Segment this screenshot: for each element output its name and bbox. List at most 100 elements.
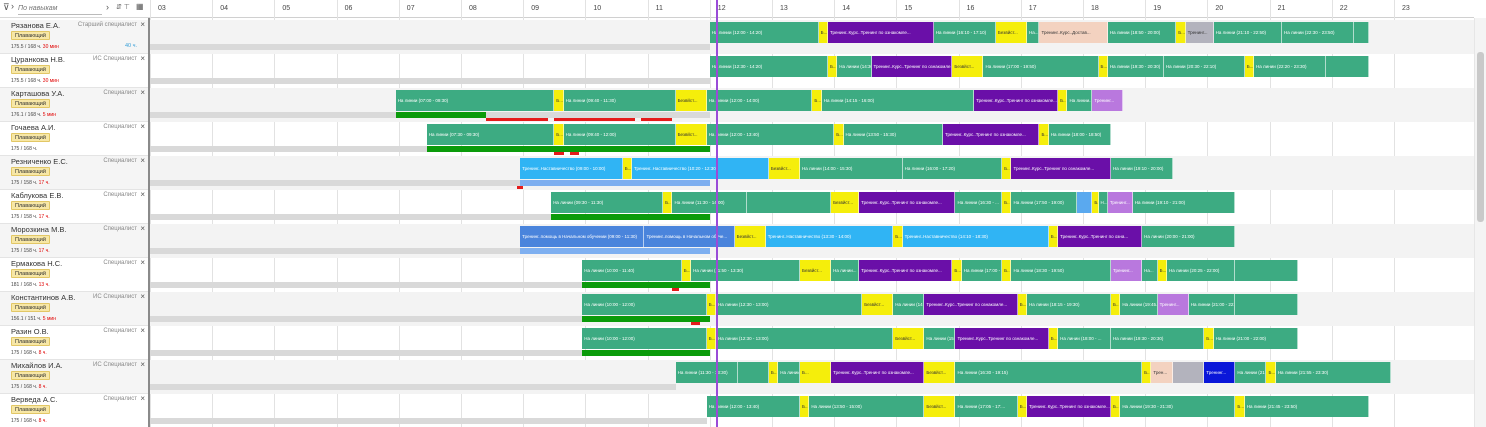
close-icon[interactable]: × [140,20,145,29]
schedule-block[interactable]: На линии (15:00 - ... [924,328,956,349]
employee-name[interactable]: Ермакова Н.С. [11,259,63,268]
schedule-block[interactable]: На линии (20:25 - 22:00) [1166,260,1236,281]
schedule-block[interactable]: Безвйст... [831,192,860,213]
sort-icon[interactable]: ⇵ ⊤ [116,4,130,11]
schedule-block[interactable]: На линии (19:30 - 21:30) [1120,396,1236,417]
schedule-block[interactable] [747,192,832,213]
scrollbar-thumb[interactable] [1477,52,1484,222]
employee-name[interactable]: Морозкина М.В. [11,225,67,234]
close-icon[interactable]: × [140,360,145,369]
schedule-block[interactable]: Тренинг..Курс..Тренинг по ознакомле... [859,260,953,281]
schedule-block[interactable]: Б... [1002,260,1012,281]
schedule-block[interactable]: Тренинг..Курс..Тренинг по ознакомле... [1027,396,1111,417]
schedule-block[interactable]: На линии (09:40 - 11:30) [563,90,676,111]
schedule-block[interactable]: На линии (12:30 - 14:20) [709,56,828,77]
schedule-block[interactable]: Тренинг..Курс..Тренинг по ознакомле... [1011,158,1111,179]
schedule-block[interactable]: На линии (12:30 - 13:00) [716,294,863,315]
schedule-block[interactable]: Б... [1058,90,1068,111]
schedule-block[interactable]: На линии (17:00 - 19:50) [983,56,1099,77]
schedule-block[interactable]: На линии (22:20 - 23:30) [1254,56,1326,77]
schedule-block[interactable]: Тренинг..Курс..Тренинг по ознакомле... [924,294,1018,315]
schedule-block[interactable]: Б... [1204,328,1214,349]
schedule-block[interactable]: Тренинг..Курс..Тренинг по ознакомле... [827,22,934,43]
schedule-block[interactable]: На линии (18:50 - 20:00) [1107,22,1177,43]
schedule-block[interactable]: Б... [818,22,828,43]
schedule-block[interactable]: На... [1027,22,1040,43]
close-icon[interactable]: × [140,224,145,233]
schedule-block[interactable]: На линии (12:00 - 14:00) [706,90,813,111]
schedule-block[interactable]: Тренинг... [1204,362,1236,383]
employee-row[interactable]: Резниченко Е.С. Специалист × Плавающий 175 /… [0,156,148,190]
schedule-block[interactable]: На линии (13:45 - ... [778,362,800,383]
schedule-block[interactable]: Безвйст... [734,226,766,247]
chevron-right-icon[interactable]: › [11,1,14,11]
schedule-block[interactable]: Безвйст... [995,22,1027,43]
schedule-block[interactable]: На линии (14:30 - ... [837,56,872,77]
schedule-block[interactable]: На линии (12:00 - 13:40) [706,124,835,145]
schedule-block[interactable] [1353,22,1370,43]
schedule-block[interactable]: На линии (20:00 - 21:00) [1142,226,1236,247]
schedule-block[interactable]: На линии (20:30 - 22:10) [1163,56,1245,77]
schedule-block[interactable]: На линии (21:10 - 22:50) [1213,22,1283,43]
close-icon[interactable]: × [140,54,145,63]
schedule-block[interactable]: На линии (14:50 - 16:20) [893,294,925,315]
schedule-block[interactable]: Безвйст... [768,158,800,179]
schedule-block[interactable]: На линии (10:00 - 12:00) [582,294,707,315]
schedule-block[interactable]: На линии (18:30 - 19:50) [1011,260,1111,281]
schedule-block[interactable]: Безвйст... [675,124,707,145]
employee-row[interactable]: Карташова У.А. Специалист × Плавающий 176.1 … [0,88,148,122]
employee-name[interactable]: Каблукова Е.В. [11,191,64,200]
schedule-block[interactable]: Тренинг..Наставничество (14:10 - 18:30) [902,226,1049,247]
schedule-block[interactable]: Тренинг... [1092,90,1124,111]
funnel-icon[interactable]: ⊽ [3,2,10,12]
schedule-block[interactable]: Б... [1002,158,1012,179]
schedule-block[interactable] [737,362,769,383]
schedule-block[interactable]: На линии (22:30 - 23:50) [1282,22,1354,43]
schedule-block[interactable]: На линии (18:15 - 19:30) [1027,294,1111,315]
schedule-block[interactable]: Б... [663,192,673,213]
schedule-block[interactable]: Б... [1266,362,1276,383]
close-icon[interactable]: × [140,122,145,131]
schedule-block[interactable]: На линии (21:00 - 22:00) [1188,294,1236,315]
schedule-block[interactable]: Б... [768,362,779,383]
schedule-block[interactable]: Тренинг... [1185,22,1214,43]
schedule-block[interactable]: На линии (13:50 - 15:00) [809,396,925,417]
schedule-block[interactable]: На линии (16:10 - 17:10) [933,22,996,43]
employee-row[interactable]: Морозкина М.В. Специалист × Плавающий 175 / … [0,224,148,258]
skill-search-input[interactable] [18,3,102,15]
schedule-block[interactable]: Б... [1017,396,1028,417]
schedule-block[interactable]: Тренинг..Курс..Тренинг по ознакомле... [955,328,1049,349]
close-icon[interactable]: × [140,190,145,199]
schedule-block[interactable]: Б... [827,56,838,77]
schedule-block[interactable]: Безвйст... [799,260,832,281]
close-icon[interactable]: × [140,326,145,335]
schedule-block[interactable]: На линии (10:00 - 11:40) [582,260,682,281]
schedule-block[interactable]: Б... [1244,56,1255,77]
schedule-block[interactable]: Б... [1048,226,1059,247]
employee-row[interactable]: Рязанова Е.А. Старший специалист × Плавающи… [0,20,148,54]
schedule-block[interactable]: Б... [1110,396,1121,417]
schedule-block[interactable]: Б... [893,226,903,247]
schedule-block[interactable]: Безвйст... [952,56,984,77]
close-icon[interactable]: × [140,88,145,97]
schedule-block[interactable]: На... [1142,260,1158,281]
schedule-block[interactable]: На линии (21:00 - 22:00) [1213,328,1298,349]
schedule-block[interactable]: Б... [1017,294,1028,315]
schedule-block[interactable]: На линии (12:00 - 13:40) [706,396,800,417]
employee-name[interactable]: Разин О.В. [11,327,49,336]
schedule-block[interactable]: Б... [1142,362,1152,383]
close-icon[interactable]: × [140,258,145,267]
schedule-block[interactable]: Б... [1157,260,1167,281]
schedule-block[interactable]: Н... [1098,192,1108,213]
employee-row[interactable]: Гочаева А.И. Специалист × Плавающий 175 / 16… [0,122,148,156]
schedule-block[interactable] [1235,260,1298,281]
schedule-block[interactable]: На линии (19:30 - 20:30) [1107,56,1164,77]
schedule-block[interactable]: Тренинг..Курс..Тренинг по ознакомле... [974,90,1059,111]
employee-name[interactable]: Резниченко Е.С. [11,157,68,166]
employee-name[interactable]: Михайлов И.А. [11,361,63,370]
schedule-block[interactable]: Б... [554,124,564,145]
schedule-block[interactable]: Тренинг..Курс..Тренинг по ознакомле... [943,124,1040,145]
schedule-block[interactable]: Безвйст... [924,396,956,417]
schedule-block[interactable]: Б... [1235,396,1245,417]
employee-name[interactable]: Гочаева А.И. [11,123,56,132]
